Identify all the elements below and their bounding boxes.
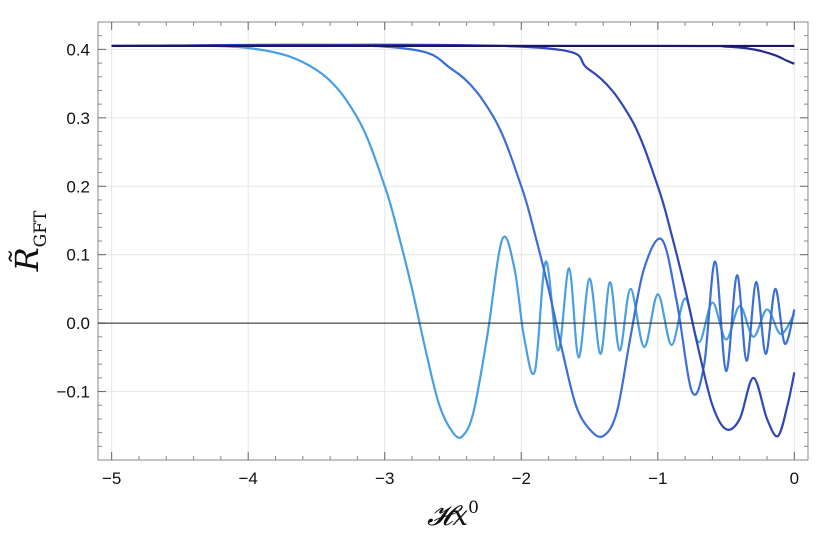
x-tick-label: −1: [648, 469, 667, 488]
x-tick-label: 0: [790, 469, 799, 488]
y-tick-label: 0.4: [66, 40, 90, 59]
series-line-2: [111, 43, 796, 439]
x-tick-label: −5: [102, 469, 121, 488]
y-tick-label: −0.1: [56, 383, 90, 402]
series-line-3: [111, 43, 796, 438]
axes: −5 −4 −3 −2 −1 0 −0.1 0.0 0.1 0.2 0.3 0.4: [56, 22, 808, 488]
x-tick-label: −3: [375, 469, 394, 488]
y-tick-label: 0.1: [66, 246, 90, 265]
x-tick-label: −2: [512, 469, 531, 488]
x-axis-label-superscript: 0: [468, 498, 479, 518]
plot-frame: [97, 21, 809, 461]
grid: [98, 22, 808, 460]
y-axis-label: R̃GFT: [8, 210, 51, 272]
series-line-4: [111, 44, 795, 65]
series-line-1: [111, 44, 796, 439]
series-group: [111, 43, 796, 439]
y-axis-label-subscript: GFT: [31, 210, 51, 247]
y-tick-label: 0.2: [66, 177, 90, 196]
x-tick-label: −4: [238, 469, 257, 488]
y-tick-label: 0.0: [66, 314, 90, 333]
x-axis-label: 𝓗x0: [427, 498, 479, 532]
y-tick-label: 0.3: [66, 109, 90, 128]
